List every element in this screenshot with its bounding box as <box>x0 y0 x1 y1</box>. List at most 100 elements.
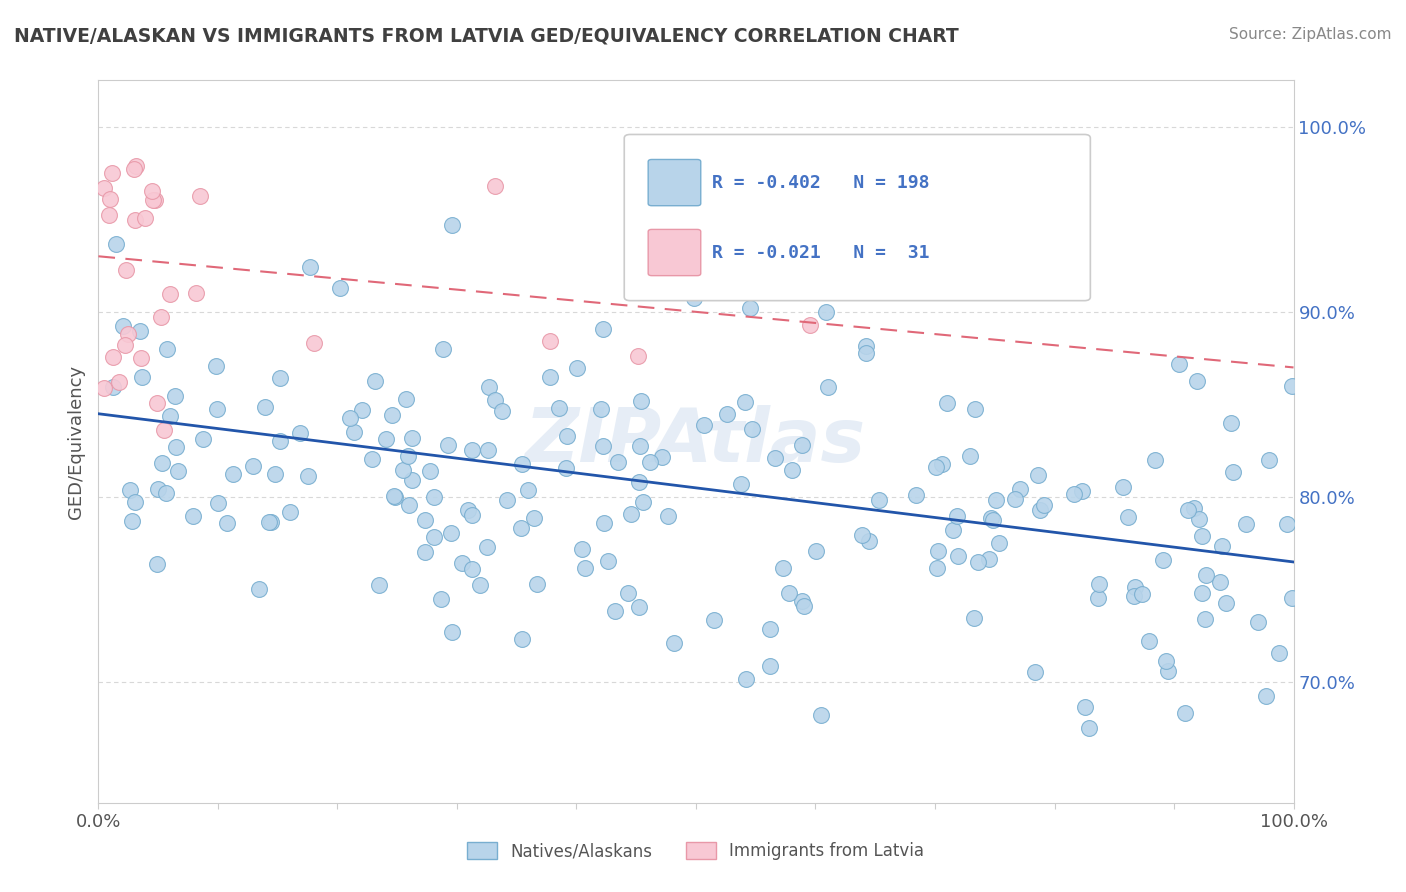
Point <box>555 429 578 443</box>
Point <box>461 562 484 576</box>
Point <box>693 417 716 432</box>
Point <box>260 515 283 529</box>
Point <box>538 334 561 349</box>
Point <box>589 402 612 417</box>
Point <box>512 457 534 471</box>
Point <box>716 407 738 421</box>
Point <box>124 159 146 173</box>
Point <box>758 658 780 673</box>
Point <box>299 260 322 274</box>
Point <box>772 561 794 575</box>
Point <box>430 591 453 606</box>
Point <box>384 490 406 504</box>
Point <box>98 192 121 206</box>
Point <box>946 549 969 564</box>
Point <box>1008 482 1031 496</box>
Point <box>114 338 136 352</box>
Point <box>592 322 614 336</box>
Point <box>115 263 138 277</box>
Point <box>269 371 291 385</box>
Point <box>959 449 981 463</box>
Point <box>1277 516 1299 531</box>
Point <box>984 492 1007 507</box>
Point <box>104 236 127 251</box>
Point <box>730 477 752 491</box>
Point <box>734 395 756 409</box>
Point <box>163 389 186 403</box>
Point <box>1174 706 1197 720</box>
Point <box>1191 528 1213 542</box>
Point <box>1191 586 1213 600</box>
Point <box>191 432 214 446</box>
Point <box>302 335 325 350</box>
Point <box>339 410 361 425</box>
Point <box>628 599 651 614</box>
Point <box>437 438 460 452</box>
Point <box>159 287 181 301</box>
Point <box>1209 574 1232 589</box>
Point <box>143 194 166 208</box>
Point <box>146 482 169 496</box>
Point <box>374 432 396 446</box>
Point <box>451 556 474 570</box>
Point <box>215 516 238 530</box>
Legend: Natives/Alaskans, Immigrants from Latvia: Natives/Alaskans, Immigrants from Latvia <box>461 835 931 867</box>
Point <box>1195 568 1218 582</box>
Point <box>207 496 229 510</box>
Point <box>1029 503 1052 517</box>
Point <box>683 291 706 305</box>
Point <box>381 409 404 423</box>
Point <box>858 533 880 548</box>
Point <box>491 404 513 418</box>
Point <box>152 423 174 437</box>
Point <box>627 349 650 363</box>
Point <box>269 434 291 448</box>
Point <box>470 577 492 591</box>
Point <box>441 624 464 639</box>
Point <box>441 218 464 232</box>
Point <box>297 469 319 483</box>
Point <box>904 488 927 502</box>
Point <box>477 443 499 458</box>
Point <box>651 450 673 464</box>
Point <box>264 467 287 482</box>
Point <box>983 513 1005 527</box>
Point <box>124 213 146 227</box>
Point <box>855 338 877 352</box>
Point <box>401 474 423 488</box>
Point <box>931 457 953 471</box>
Point <box>1268 647 1291 661</box>
Point <box>815 304 838 318</box>
Point <box>979 551 1001 566</box>
Point <box>657 508 679 523</box>
Point <box>1087 591 1109 606</box>
Point <box>778 586 800 600</box>
Point <box>607 455 630 469</box>
Point <box>603 604 626 618</box>
Point <box>93 181 115 195</box>
Point <box>1254 689 1277 703</box>
Point <box>352 402 374 417</box>
Point <box>496 492 519 507</box>
Point <box>461 508 484 522</box>
Point <box>967 555 990 569</box>
Point <box>167 464 190 478</box>
Point <box>782 463 804 477</box>
Point <box>1215 596 1237 610</box>
Point <box>927 544 949 558</box>
Point <box>108 375 131 389</box>
Point <box>1234 517 1257 532</box>
Point <box>592 516 614 530</box>
Point <box>1222 465 1244 479</box>
Point <box>460 442 482 457</box>
Point <box>131 370 153 384</box>
Point <box>360 452 382 467</box>
Point <box>382 489 405 503</box>
Point <box>1168 358 1191 372</box>
Point <box>946 509 969 524</box>
Point <box>1132 587 1154 601</box>
Point <box>703 613 725 627</box>
Point <box>1024 665 1046 680</box>
Point <box>571 542 593 557</box>
Y-axis label: GED/Equivalency: GED/Equivalency <box>66 365 84 518</box>
